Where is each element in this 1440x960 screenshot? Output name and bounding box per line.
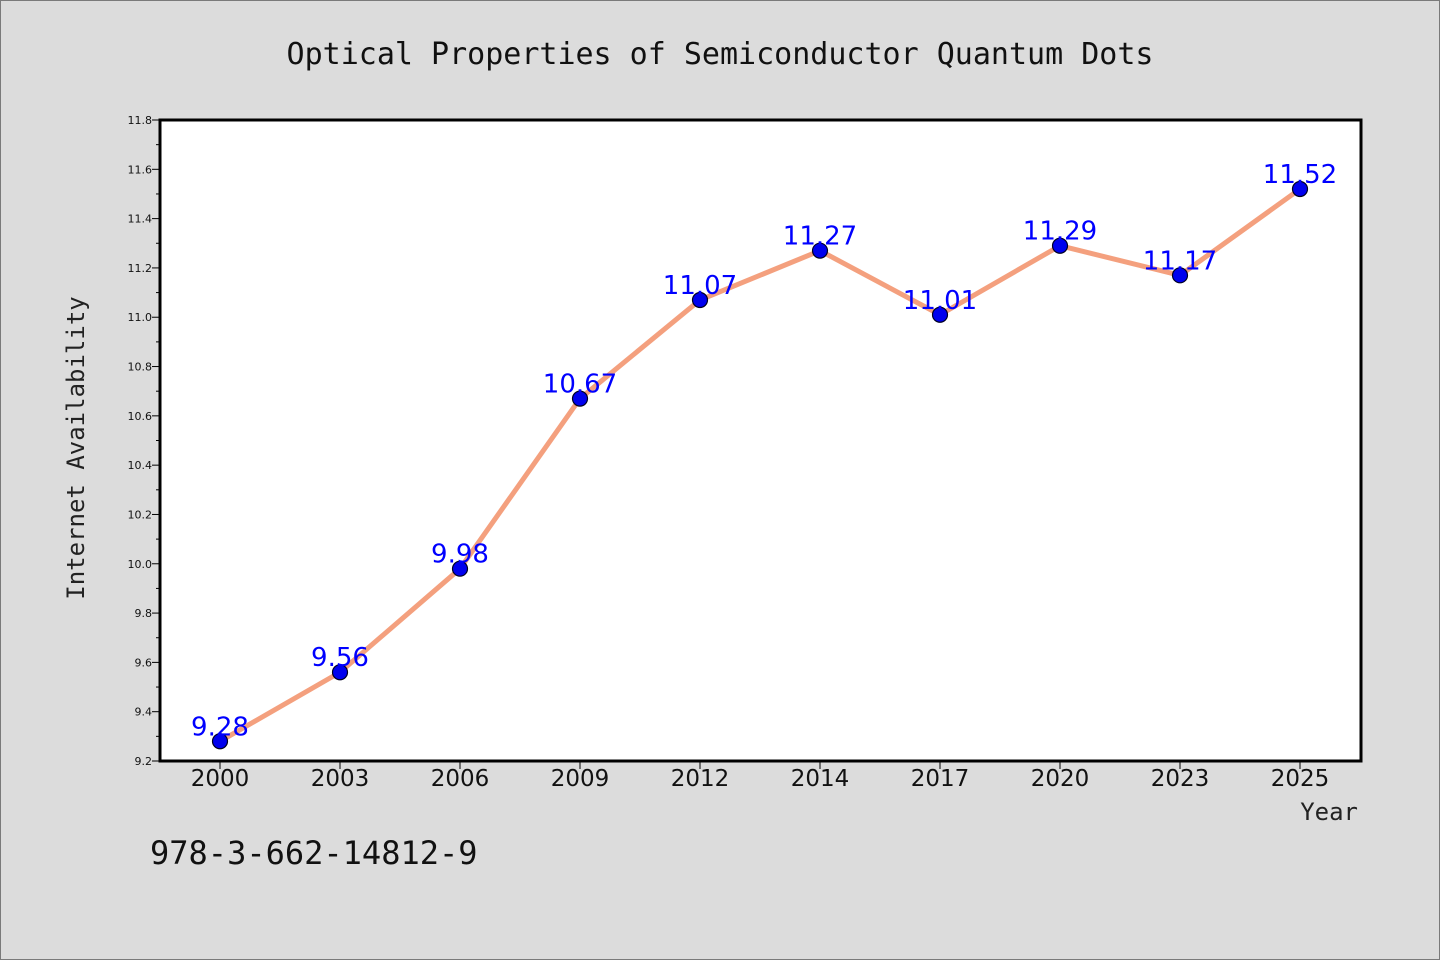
data-label-group: 9.28 9.56 9.98 10.67 11.07 11.27 11.01 11.29 11.…: [191, 160, 1337, 742]
y-tick-label: 9.4: [135, 706, 153, 719]
data-label: 11.52: [1263, 160, 1337, 190]
y-tick-label: 9.8: [135, 607, 153, 620]
data-label: 11.17: [1143, 246, 1217, 276]
data-point-marker: [331, 664, 349, 681]
data-point-marker: [571, 390, 589, 407]
y-tick-label: 11.8: [128, 114, 153, 127]
chart-title: Optical Properties of Semiconductor Quan…: [287, 37, 1154, 72]
data-point-marker: [211, 733, 229, 750]
x-tick-label: 2003: [311, 766, 370, 792]
x-tick-label: 2014: [791, 766, 850, 792]
x-tick-label: 2000: [191, 766, 250, 792]
data-point-marker: [1051, 237, 1069, 254]
data-label: 10.67: [543, 370, 617, 400]
data-point-marker: [451, 560, 469, 577]
data-label: 11.07: [663, 271, 737, 301]
data-point-marker: [1171, 267, 1189, 284]
x-axis: 2000 2003 2006 2009 2012 2014 2017 2020 2023 2025: [191, 761, 1330, 792]
x-tick-label: 2025: [1271, 766, 1330, 792]
data-label: 9.28: [191, 712, 249, 742]
data-point-marker: [1291, 180, 1309, 198]
x-tick-label: 2017: [911, 766, 970, 792]
y-tick-label: 11.4: [128, 213, 153, 226]
x-axis-label: Year: [1300, 798, 1358, 826]
y-tick-label: 10.4: [128, 459, 153, 472]
y-tick-label: 11.0: [128, 311, 153, 324]
x-tick-label: 2009: [551, 766, 610, 792]
y-tick-label: 11.2: [128, 262, 153, 275]
data-point-marker: [811, 242, 829, 259]
isbn-footer: 978-3-662-14812-9: [150, 834, 478, 872]
data-label: 9.98: [431, 540, 489, 570]
series-line-group: [217, 186, 1303, 744]
y-tick-label: 10.6: [128, 410, 153, 423]
data-label: 9.56: [311, 643, 369, 673]
y-tick-label: 11.6: [128, 163, 153, 176]
series-line: [217, 186, 1303, 744]
y-tick-label: 9.2: [135, 755, 153, 768]
y-axis-label: Internet Availability: [62, 296, 90, 599]
data-point-marker: [931, 306, 949, 323]
y-tick-label: 10.0: [128, 558, 153, 571]
y-tick-label: 10.8: [128, 361, 153, 374]
marker-group: [211, 180, 1309, 750]
y-tick-label: 9.6: [135, 656, 153, 669]
data-label: 11.29: [1023, 217, 1097, 247]
x-tick-label: 2006: [431, 766, 490, 792]
x-tick-label: 2020: [1031, 766, 1090, 792]
y-tick-label: 10.2: [128, 508, 153, 521]
data-label: 11.01: [903, 286, 977, 316]
data-label: 11.27: [783, 222, 857, 252]
y-axis: 9.2 9.4 9.6 9.8 10.0 10.2 10.4 10.6 10.8 11.0 11.2…: [128, 114, 160, 768]
x-tick-label: 2023: [1151, 766, 1210, 792]
data-point-marker: [691, 291, 709, 309]
x-tick-label: 2012: [671, 766, 730, 792]
